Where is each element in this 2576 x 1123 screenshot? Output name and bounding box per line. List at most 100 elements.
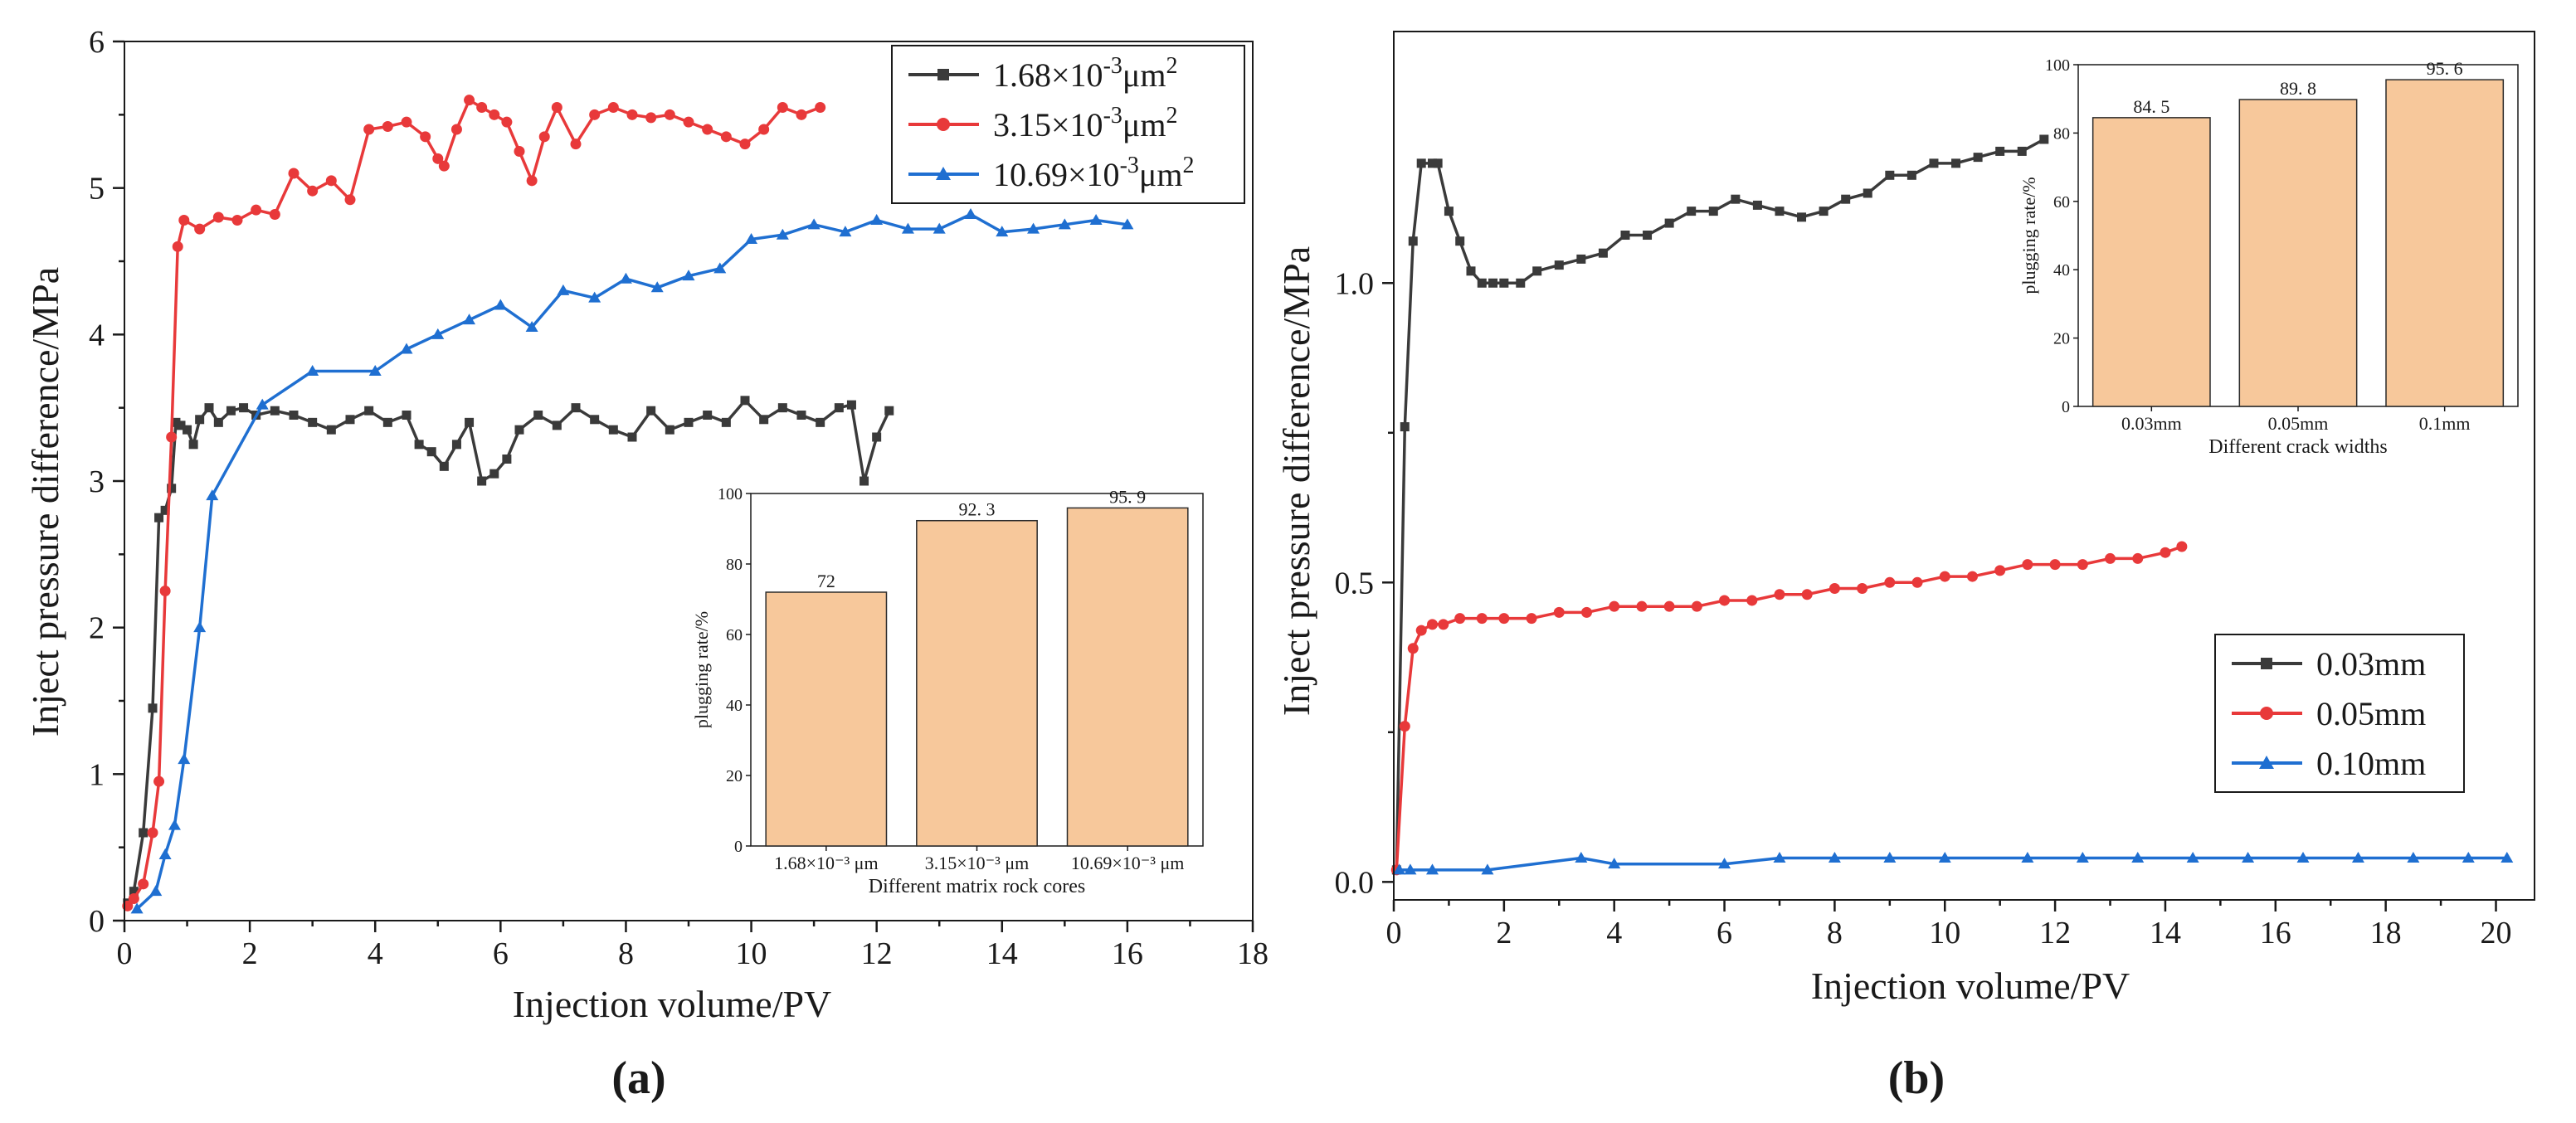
a-series-2-point <box>400 343 413 354</box>
a-inset-ytick-label: 80 <box>726 556 743 574</box>
a-series-0-point <box>465 417 475 427</box>
b-inset-ytick-label: 40 <box>2053 261 2070 280</box>
b-series-2-point <box>2351 851 2364 863</box>
a-series-0-point <box>514 425 524 435</box>
a-series-0-point <box>204 403 214 413</box>
a-legend-exp-0: -3 <box>1103 53 1122 79</box>
a-series-0-point <box>590 415 600 425</box>
b-series-1-point <box>1746 595 1758 606</box>
b-series-0-point <box>1929 158 1939 168</box>
b-series-0-point <box>1819 207 1829 216</box>
a-series-1-point <box>720 131 732 143</box>
a-series-0-point <box>665 425 674 435</box>
b-series-2-point <box>2076 851 2089 863</box>
a-xtick-label: 10 <box>736 936 767 971</box>
a-series-0-point <box>364 406 374 416</box>
a-series-1-point <box>172 241 183 252</box>
a-series-2-point <box>807 218 821 230</box>
a-series-1-point <box>551 102 562 113</box>
a-ytick-label: 0 <box>89 904 105 939</box>
a-series-0-point <box>552 421 562 430</box>
b-series-2-point <box>2242 851 2255 863</box>
a-series-2-point <box>619 272 632 284</box>
b-series-0-point <box>1885 170 1895 180</box>
a-series-0-point <box>139 828 149 838</box>
b-ytick-label: 1.0 <box>1335 266 1375 301</box>
a-series-0-point <box>176 421 186 430</box>
a-inset-bar-value-label: 72 <box>817 571 835 591</box>
b-xtick-label: 10 <box>1929 916 1960 950</box>
a-legend-marker-2 <box>936 167 951 180</box>
a-series-2-point <box>557 284 570 295</box>
a-inset-ylabel: plugging rate/% <box>691 611 712 728</box>
b-series-0-point <box>1643 231 1653 241</box>
b-series-2-point <box>1828 851 1841 863</box>
a-series-1-point <box>538 131 550 143</box>
b-series-0-point <box>1841 194 1851 204</box>
a-series-1-point <box>702 124 713 135</box>
b-inset-bar-value-label: 95. 6 <box>2427 58 2463 79</box>
a-legend-label-2: 10.69×10-3μm2 <box>993 153 1194 193</box>
a-series-1-point <box>128 893 139 904</box>
a-inset-bar <box>1066 507 1189 847</box>
b-series-2-point <box>1883 851 1897 863</box>
b-series-0-point <box>1516 278 1526 288</box>
a-legend-unit-2: μm <box>1139 156 1183 193</box>
a-series-2-point <box>1121 218 1134 230</box>
a-ytick-label: 2 <box>89 611 105 646</box>
a-inset-category-label: 10.69×10⁻³ μm <box>1071 853 1185 873</box>
a-series-1-point <box>514 146 525 157</box>
a-legend-unit-0: μm <box>1122 56 1166 94</box>
a-series-0-point <box>684 417 694 427</box>
panel-b-inset-bar-chart: 84. 5 0.03mm 89. 8 0.05mm 95. 6 0.1mm 0 20 40 60 8… <box>2018 56 2519 458</box>
a-xtick-label: 8 <box>618 936 634 971</box>
a-series-1-point <box>626 109 638 120</box>
a-series-1 <box>122 95 826 912</box>
b-xtick-label: 2 <box>1496 916 1512 950</box>
b-series-1-point <box>1663 600 1675 612</box>
panel-b-xlabel: Injection volume/PV <box>1811 965 2130 1007</box>
a-series-2-point <box>178 753 191 765</box>
b-series-0-point <box>1427 158 1437 168</box>
b-series-1-point <box>1966 571 1978 582</box>
b-series-1-point <box>2132 552 2144 564</box>
b-inset-bar-value-label: 84. 5 <box>2133 96 2169 117</box>
b-legend-label-1: 0.05mm <box>2316 695 2426 732</box>
a-xtick-label: 18 <box>1237 936 1269 971</box>
a-inset-bar <box>916 519 1038 847</box>
a-series-0-point <box>171 417 181 427</box>
a-series-1-point <box>401 116 412 128</box>
panel-a-legend: 1.68×10-3μm2 3.15×10-3μm2 10.69×10-3μm2 <box>891 45 1245 204</box>
a-series-0-point <box>270 406 280 416</box>
b-series-0-point <box>1797 212 1807 222</box>
b-series-1-point <box>1407 643 1419 654</box>
a-inset-category-label: 3.15×10⁻³ μm <box>925 853 1030 873</box>
b-series-2-point <box>1608 858 1621 869</box>
b-series-2-point <box>2186 851 2199 863</box>
a-series-0-point <box>846 400 856 410</box>
a-series-0-point <box>571 403 581 413</box>
b-series-1-point <box>1476 613 1488 625</box>
a-ytick-label: 1 <box>89 757 105 792</box>
a-series-0-point <box>326 425 336 435</box>
a-series-0-point <box>154 513 164 523</box>
a-inset-ytick-label: 40 <box>726 697 743 715</box>
a-series-0-point <box>148 703 158 713</box>
b-series-0-point <box>1687 207 1697 216</box>
b-series-2-point <box>1938 851 1951 863</box>
a-series-0-point <box>382 417 392 427</box>
b-series-1-point <box>1691 600 1702 612</box>
a-series-1-point <box>212 211 224 223</box>
b-series-0-point <box>1576 254 1586 264</box>
a-legend-unit-exp-0: 2 <box>1166 53 1177 79</box>
b-legend-marker-1 <box>2260 707 2273 720</box>
b-xtick-label: 6 <box>1717 916 1732 950</box>
a-xtick-label: 12 <box>861 936 893 971</box>
panel-b-series <box>1390 134 2514 876</box>
b-series-0-point <box>1499 278 1509 288</box>
b-series-1-point <box>1553 606 1565 618</box>
a-series-1-point <box>138 878 149 890</box>
b-series-0-point <box>1951 158 1961 168</box>
a-series-0-point <box>451 440 461 450</box>
